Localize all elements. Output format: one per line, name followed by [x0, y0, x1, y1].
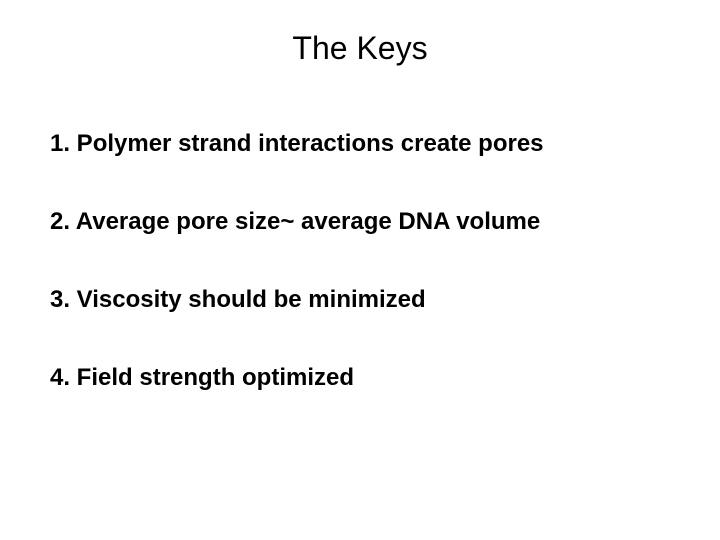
list-item: 3. Viscosity should be minimized: [50, 286, 670, 314]
slide-title: The Keys: [0, 30, 720, 67]
list-container: 1. Polymer strand interactions create po…: [50, 130, 670, 442]
list-item: 1. Polymer strand interactions create po…: [50, 130, 670, 158]
list-item: 4. Field strength optimized: [50, 364, 670, 392]
list-item: 2. Average pore size~ average DNA volume: [50, 208, 670, 236]
